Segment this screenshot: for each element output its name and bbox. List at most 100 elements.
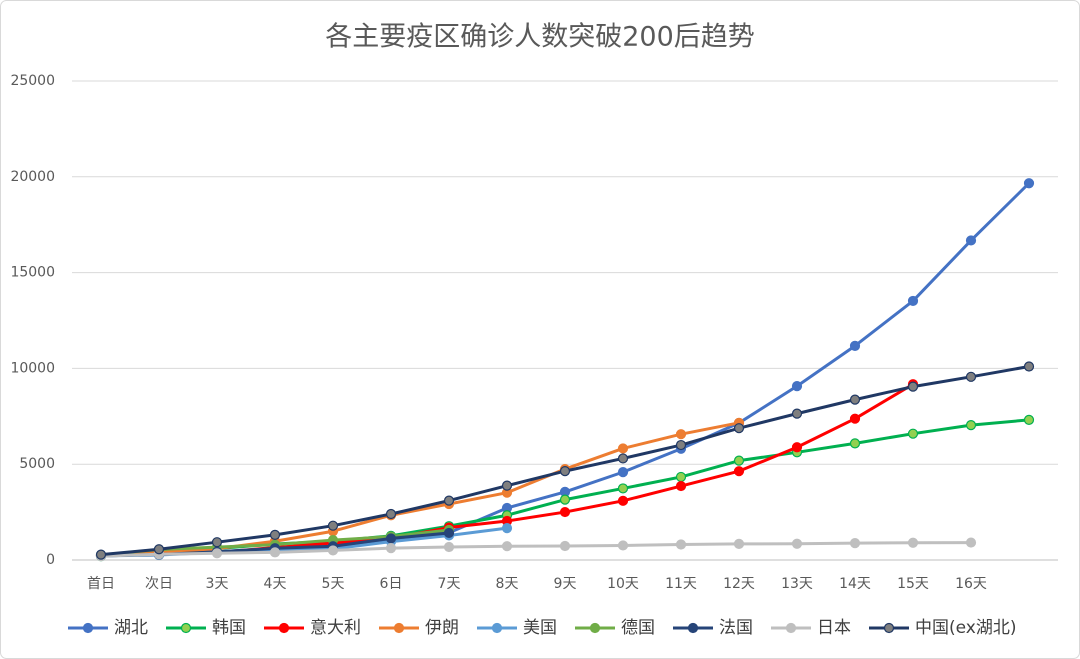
- y-tick-label: 20000: [10, 169, 55, 185]
- data-point: [211, 548, 223, 559]
- x-tick-label: 首日: [87, 576, 115, 592]
- legend-marker: [180, 622, 192, 634]
- data-point: [675, 480, 687, 492]
- data-point: [443, 541, 455, 553]
- legend-marker: [278, 622, 290, 634]
- data-point: [965, 235, 977, 246]
- legend-label: 德国: [621, 618, 655, 638]
- legend-marker: [883, 622, 895, 634]
- x-tick-label: 6日: [380, 576, 403, 592]
- x-tick-label: 12天: [723, 576, 755, 592]
- legend-label: 湖北: [114, 618, 148, 638]
- plot-area: 0 5000 10000 15000 20000 25000 首日 次日 3天 4天 5天 6日 7天 8…: [10, 73, 1058, 592]
- data-point: [907, 537, 919, 548]
- legend-label: 美国: [523, 618, 557, 638]
- data-point: [211, 537, 223, 548]
- legend-marker: [393, 622, 405, 634]
- x-tick-label: 13天: [781, 576, 813, 592]
- data-point: [501, 480, 513, 491]
- legend-label: 伊朗: [425, 618, 459, 638]
- x-tick-label: 7天: [438, 576, 461, 592]
- data-point: [849, 394, 861, 405]
- x-tick-label: 10天: [607, 576, 639, 592]
- series-line: [100, 421, 740, 557]
- legend: 湖北 韩国 意大利 伊朗 美国 德国 法国 日本 中国(ex湖北): [68, 618, 1017, 638]
- legend-marker: [785, 622, 797, 634]
- data-point: [965, 419, 977, 431]
- data-point: [907, 295, 919, 307]
- data-point: [907, 428, 919, 439]
- data-point: [675, 471, 687, 483]
- legend-label: 意大利: [310, 618, 361, 638]
- legend-label: 法国: [719, 618, 753, 638]
- legend-marker: [82, 622, 94, 634]
- x-tick-label: 9天: [554, 576, 577, 592]
- data-point: [385, 508, 397, 520]
- x-tick-label: 5天: [322, 576, 345, 592]
- y-tick-label: 5000: [19, 456, 55, 472]
- legend-marker: [491, 622, 503, 634]
- data-point: [965, 537, 977, 548]
- data-point: [1023, 361, 1035, 372]
- data-point: [907, 381, 919, 392]
- data-point: [791, 442, 803, 453]
- data-point: [559, 465, 571, 477]
- data-point: [675, 439, 687, 451]
- data-point: [327, 520, 339, 531]
- data-point: [791, 538, 803, 549]
- data-point: [443, 527, 455, 539]
- data-point: [791, 408, 803, 419]
- x-tick-label: 11天: [665, 576, 697, 592]
- data-point: [617, 443, 629, 454]
- x-tick-label: 次日: [145, 576, 173, 592]
- y-tick-label: 0: [46, 552, 55, 568]
- data-point: [443, 495, 455, 506]
- data-point: [153, 544, 165, 555]
- data-point: [733, 538, 745, 550]
- data-point: [791, 381, 803, 392]
- data-point: [733, 466, 745, 477]
- data-point: [501, 541, 513, 552]
- data-point: [849, 438, 861, 449]
- x-tick-label: 8天: [496, 576, 519, 592]
- data-point: [617, 467, 629, 478]
- data-point: [95, 549, 107, 560]
- data-point: [559, 540, 571, 552]
- data-point: [501, 523, 513, 534]
- legend-label: 韩国: [212, 618, 246, 638]
- data-point: [385, 533, 397, 544]
- data-point: [849, 340, 861, 351]
- legend-marker: [589, 622, 601, 634]
- data-point: [269, 547, 281, 558]
- legend-label: 中国(ex湖北): [915, 618, 1017, 638]
- data-point: [617, 453, 629, 464]
- x-tick-label: 4天: [264, 576, 287, 592]
- data-point: [1023, 414, 1035, 425]
- data-point: [269, 529, 281, 541]
- legend-marker: [687, 622, 699, 634]
- data-point: [617, 483, 629, 494]
- data-point: [675, 539, 687, 550]
- data-point: [675, 429, 687, 440]
- data-point: [617, 495, 629, 506]
- data-point: [385, 543, 397, 554]
- data-point: [849, 413, 861, 424]
- data-point: [559, 506, 571, 518]
- y-tick-label: 25000: [10, 73, 55, 89]
- data-point: [733, 455, 745, 466]
- data-point: [1023, 178, 1035, 189]
- data-point: [965, 371, 977, 382]
- y-tick-label: 10000: [10, 360, 55, 376]
- x-tick-label: 14天: [839, 576, 871, 592]
- y-tick-label: 15000: [10, 265, 55, 281]
- x-tick-label: 16天: [955, 576, 987, 592]
- data-point: [733, 423, 745, 434]
- series-line: [100, 541, 972, 558]
- x-tick-label: 15天: [897, 576, 929, 592]
- data-point: [559, 494, 571, 505]
- legend-label: 日本: [817, 618, 851, 638]
- x-tick-label: 3天: [206, 576, 229, 592]
- data-point: [849, 538, 861, 549]
- chart-title: 各主要疫区确诊人数突破200后趋势: [325, 22, 755, 53]
